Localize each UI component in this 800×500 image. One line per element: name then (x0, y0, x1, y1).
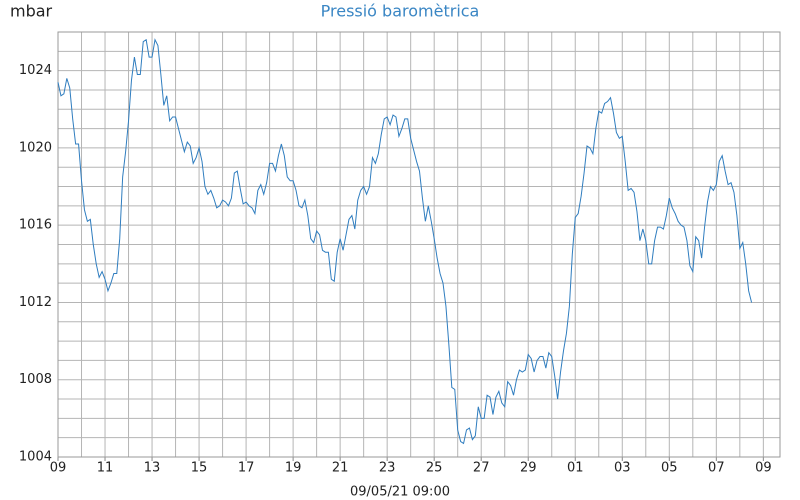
x-tick-label: 23 (379, 461, 396, 476)
series-line (57, 38, 753, 445)
x-tick-label: 11 (97, 461, 114, 476)
x-tick-label: 29 (520, 461, 537, 476)
y-tick-label: 1024 (19, 63, 52, 78)
x-tick-label: 13 (144, 461, 161, 476)
x-tick-label: 17 (238, 461, 255, 476)
y-tick-label: 1020 (19, 140, 52, 155)
y-axis-label: mbar (10, 2, 53, 21)
x-tick-label: 25 (426, 461, 443, 476)
x-axis-label: 09/05/21 09:00 (350, 485, 450, 500)
x-tick-label: 27 (473, 461, 490, 476)
y-tick-label: 1008 (19, 372, 52, 387)
x-tick-label: 15 (191, 461, 208, 476)
x-tick-label: 03 (614, 461, 631, 476)
chart-title: Pressió baromètrica (321, 2, 480, 21)
x-tick-label: 09 (755, 461, 772, 476)
y-tick-label: 1004 (19, 450, 52, 465)
x-tick-label: 09 (50, 461, 67, 476)
x-tick-label: 07 (708, 461, 725, 476)
x-tick-label: 19 (285, 461, 302, 476)
y-tick-label: 1016 (19, 218, 52, 233)
x-tick-label: 01 (567, 461, 584, 476)
y-tick-label: 1012 (19, 295, 52, 310)
plot-frame (57, 31, 781, 458)
x-tick-label: 05 (661, 461, 678, 476)
x-tick-label: 21 (332, 461, 349, 476)
